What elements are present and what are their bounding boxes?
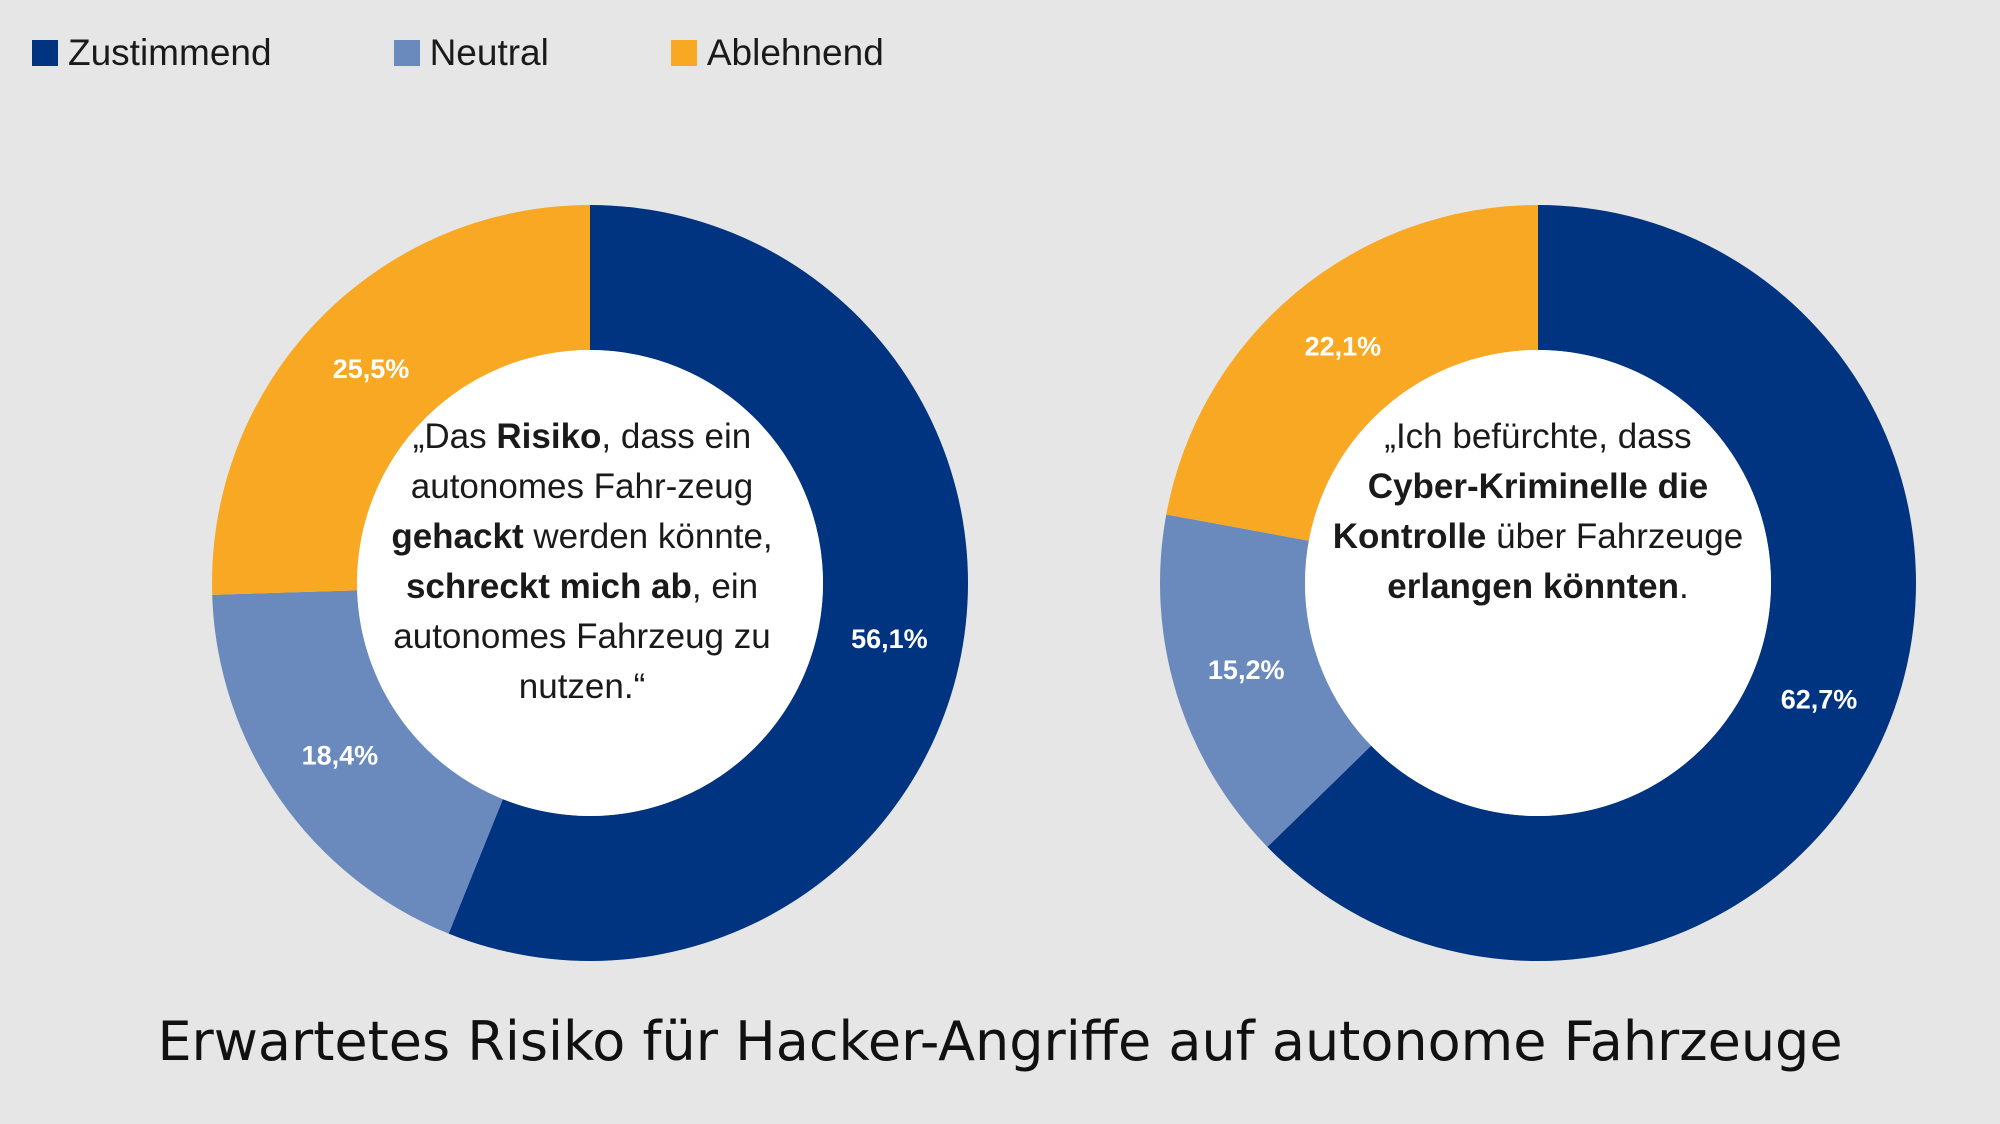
donut-2-hole <box>1305 350 1771 816</box>
donut-2-quote-segment: erlangen könnten <box>1387 567 1679 606</box>
donut-chart-cyber-criminals: 62,7% 15,2% 22,1% <box>1160 205 1916 962</box>
donut-2-quote-segment: „Ich befürchte, dass <box>1384 417 1692 456</box>
donut-2-slice-ablehnend <box>1166 205 1538 541</box>
donut-center-quote-1: „Das Risiko, dass ein autonomes Fahr-zeu… <box>372 412 792 712</box>
legend-item-zustimmend: Zustimmend <box>32 32 272 74</box>
legend-swatch-neutral <box>393 40 420 66</box>
donut-1-quote-segment: schreckt mich ab <box>405 567 692 606</box>
donut-1-slice-neutral <box>212 590 503 934</box>
donut-2-quote-segment: . <box>1678 567 1689 606</box>
donut-2-label-zustimmend: 62,7% <box>1781 685 1858 715</box>
donut-1-quote-segment: werden könnte, <box>523 517 773 556</box>
donut-1-slice-ablehnend <box>212 205 590 595</box>
legend-item-ablehnend: Ablehnend <box>670 32 884 74</box>
donut-1-slice-zustimmend <box>448 205 969 962</box>
donut-1-label-zustimmend: 56,1% <box>851 624 928 654</box>
charts-area: 56,1% 18,4% 25,5% 62,7% 15,2% 22,1% „Das Ris… <box>212 205 1916 962</box>
legend-label-neutral: Neutral <box>429 32 549 73</box>
donut-2-slice-zustimmend <box>1267 205 1916 962</box>
donut-1-label-neutral: 18,4% <box>302 741 379 771</box>
legend-swatch-ablehnend <box>670 40 697 66</box>
donut-1-quote-segment: gehackt <box>391 517 524 556</box>
donut-2-label-neutral: 15,2% <box>1208 655 1285 685</box>
donut-1-quote-segment: Risiko <box>496 417 602 456</box>
chart-legend: Zustimmend Neutral Ablehnend <box>32 32 884 74</box>
chart-title: Erwartetes Risiko für Hacker-Angriffe au… <box>157 1010 1843 1073</box>
donut-1-quote-segment: „Das <box>412 417 497 456</box>
donut-1-hole <box>357 350 823 816</box>
donut-2-label-ablehnend: 22,1% <box>1305 332 1382 362</box>
legend-item-neutral: Neutral <box>393 32 549 74</box>
legend-label-zustimmend: Zustimmend <box>68 32 272 73</box>
donut-1-label-ablehnend: 25,5% <box>333 354 410 384</box>
donut-center-quote-2: „Ich befürchte, dass Cyber-Kriminelle di… <box>1328 412 1748 612</box>
donut-1-quote-segment: , ein autonomes Fahrzeug zu nutzen.“ <box>393 567 771 706</box>
legend-swatch-zustimmend <box>32 40 58 66</box>
donut-2-slice-neutral <box>1160 514 1372 847</box>
donut-2-quote-segment: Cyber-Kriminelle die Kontrolle <box>1332 467 1709 556</box>
donut-1-quote-segment: , dass ein autonomes Fahr-zeug <box>410 417 754 506</box>
legend-label-ablehnend: Ablehnend <box>706 32 884 73</box>
donut-chart-hacked-deterrence: 56,1% 18,4% 25,5% <box>212 205 969 962</box>
donut-2-quote-segment: über Fahrzeuge <box>1486 517 1744 556</box>
